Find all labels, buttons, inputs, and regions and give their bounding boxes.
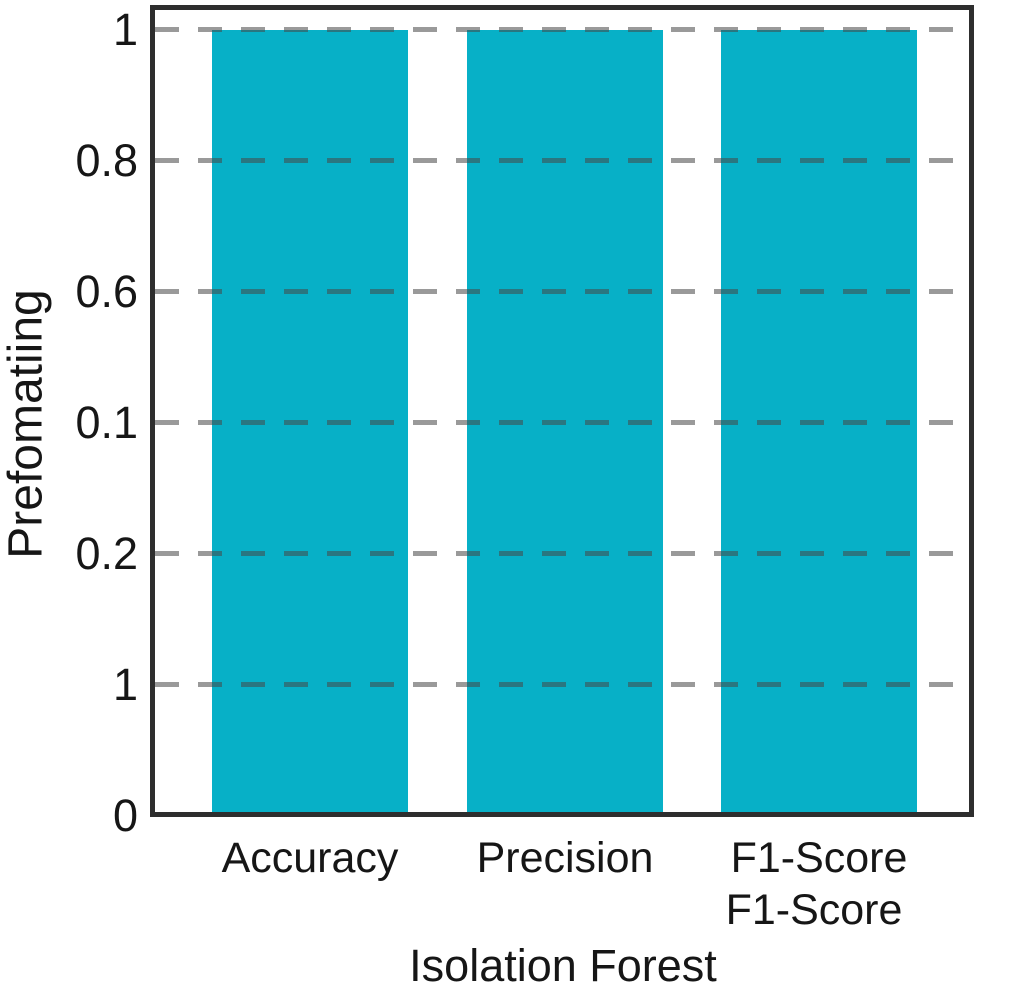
y-tick-label: 0.2 [75,528,138,579]
gridline [155,551,969,556]
x-axis-title: Isolation Forest [409,940,717,991]
gridline [155,158,969,163]
y-tick-label: 0.1 [75,397,138,448]
y-tick-label: 0.8 [75,135,138,186]
gridline [155,27,969,32]
gridline [155,682,969,687]
x-tick-label: Precision [476,834,654,882]
x-tick-sublabel: F1-Score [725,886,903,934]
gridline [155,289,969,294]
y-tick-label: 1 [112,659,138,710]
y-tick-label: 1 [112,4,138,55]
y-tick-label: 0 [112,790,138,841]
y-tick-label: 0.6 [75,266,138,317]
y-axis-title: Prefomatiing [0,289,53,559]
x-tick-label: F1-Score [730,834,908,882]
x-tick-label: Accuracy [221,834,399,882]
gridline [155,420,969,425]
